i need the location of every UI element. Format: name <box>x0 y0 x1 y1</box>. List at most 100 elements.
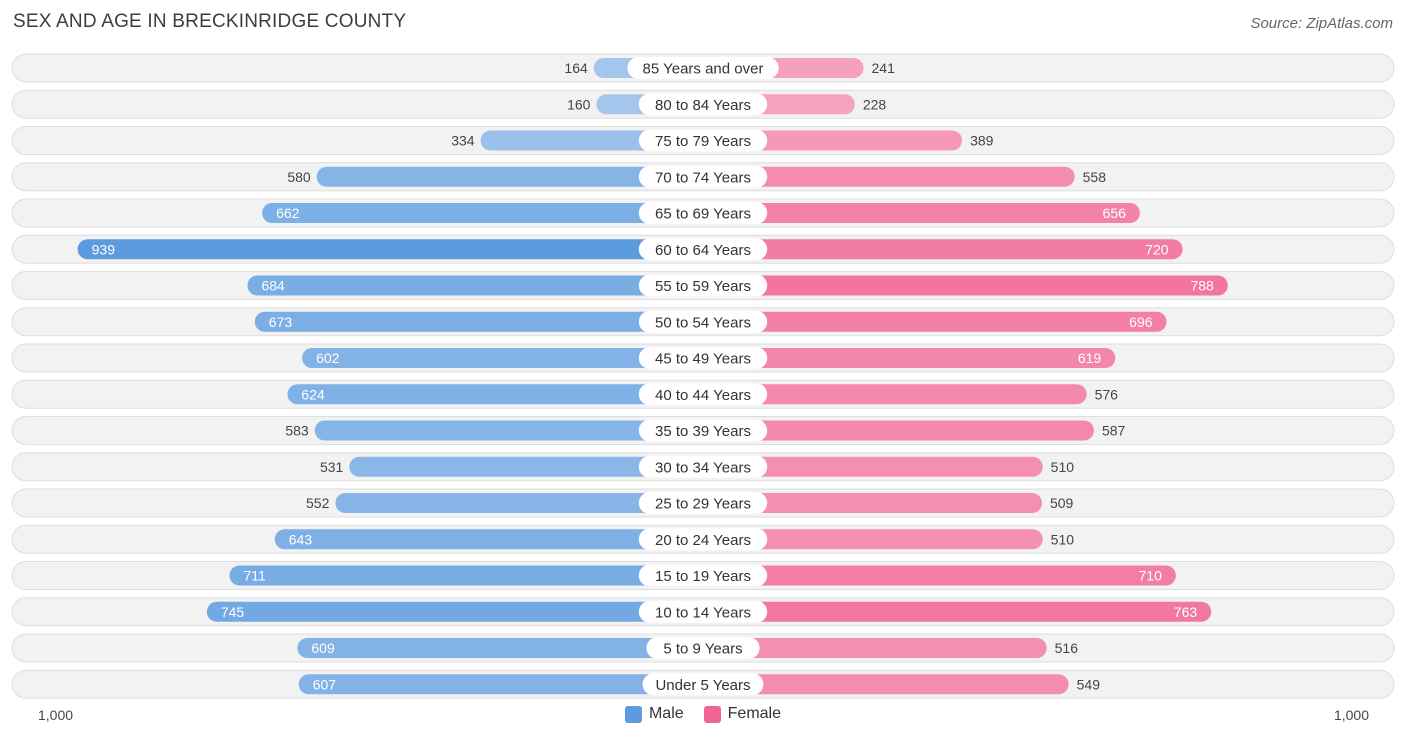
value-label-male: 160 <box>567 96 591 112</box>
bar-female[interactable] <box>703 638 1047 658</box>
category-label: 60 to 64 Years <box>655 242 751 259</box>
category-label-background <box>638 564 768 587</box>
chart-row: 55 to 59 Years 684 788 <box>11 271 1395 300</box>
category-label: 85 Years and over <box>643 61 764 78</box>
bar-male[interactable] <box>254 311 704 332</box>
value-label-male: 684 <box>261 278 285 294</box>
category-label: 35 to 39 Years <box>655 423 751 440</box>
category-label-background <box>638 528 768 551</box>
bar-female[interactable] <box>703 275 1228 296</box>
bar-male[interactable] <box>287 384 703 405</box>
bar-female[interactable] <box>703 493 1042 513</box>
value-label-female: 656 <box>1103 205 1127 221</box>
chart-row: Under 5 Years 607 549 <box>11 669 1395 699</box>
category-label-background <box>642 673 764 696</box>
legend: Male Female <box>0 705 1406 723</box>
category-label-background <box>638 492 768 514</box>
category-label-background <box>646 637 760 659</box>
value-label-female: 576 <box>1095 386 1119 402</box>
bar-female[interactable] <box>703 601 1212 622</box>
value-label-male: 624 <box>301 386 325 402</box>
category-label: 15 to 19 Years <box>655 568 751 585</box>
category-label: 75 to 79 Years <box>655 133 751 150</box>
chart-row: 35 to 39 Years 583 587 <box>11 416 1395 445</box>
bar-female[interactable] <box>703 529 1043 550</box>
chart-row: 85 Years and over 164 241 <box>11 53 1395 83</box>
value-label-male: 711 <box>243 568 266 584</box>
category-label-background <box>638 419 768 442</box>
chart-row: 60 to 64 Years 939 720 <box>11 234 1395 264</box>
axis-label-left: 1,000 <box>38 707 74 723</box>
bar-male[interactable] <box>229 565 703 586</box>
category-label: 80 to 84 Years <box>655 97 751 114</box>
chart-row: 30 to 34 Years 531 510 <box>11 452 1395 482</box>
bar-male[interactable] <box>206 601 703 622</box>
legend-item-male[interactable]: Male <box>624 705 684 723</box>
axis-label-right: 1,000 <box>1333 707 1369 723</box>
category-label-background <box>638 165 768 188</box>
bar-male[interactable] <box>247 275 703 296</box>
bar-female[interactable] <box>703 565 1176 586</box>
bar-female[interactable] <box>703 456 1043 477</box>
legend-item-female[interactable]: Female <box>703 705 781 723</box>
chart-row: 20 to 24 Years 643 510 <box>11 524 1395 554</box>
value-label-male: 552 <box>306 495 330 511</box>
category-label-background <box>638 93 768 116</box>
bar-male[interactable] <box>274 529 703 550</box>
value-label-female: 228 <box>863 96 887 112</box>
bar-male[interactable] <box>297 638 703 658</box>
bar-male[interactable] <box>349 456 703 477</box>
bar-male[interactable] <box>316 166 703 187</box>
chart-row: 50 to 54 Years 673 696 <box>11 307 1395 337</box>
value-label-female: 720 <box>1145 241 1169 257</box>
bar-male[interactable] <box>298 674 703 695</box>
category-label-background <box>638 238 768 261</box>
category-label: 55 to 59 Years <box>655 278 751 295</box>
bar-female[interactable] <box>703 130 963 151</box>
value-label-male: 609 <box>311 640 335 656</box>
bar-male[interactable] <box>302 348 703 368</box>
chart-row: 65 to 69 Years 662 656 <box>11 198 1395 228</box>
value-label-female: 389 <box>970 133 994 149</box>
value-label-female: 509 <box>1050 495 1074 511</box>
bar-female[interactable] <box>703 239 1183 260</box>
bar-female[interactable] <box>703 674 1069 695</box>
value-label-female: 619 <box>1078 350 1102 366</box>
bar-female[interactable] <box>703 420 1094 441</box>
chart-row: 5 to 9 Years 609 516 <box>11 633 1395 663</box>
value-label-male: 673 <box>269 314 293 330</box>
value-label-female: 696 <box>1129 314 1153 330</box>
category-label-background <box>638 455 768 478</box>
bar-female[interactable] <box>703 166 1075 187</box>
category-label-background <box>638 600 768 623</box>
value-label-female: 510 <box>1051 459 1075 475</box>
value-label-female: 788 <box>1190 278 1214 294</box>
chart-row: 80 to 84 Years 160 228 <box>11 89 1395 119</box>
value-label-female: 710 <box>1139 568 1163 584</box>
chart-row: 10 to 14 Years 745 763 <box>11 597 1395 627</box>
bar-male[interactable] <box>314 420 703 441</box>
category-label: 45 to 49 Years <box>655 351 751 368</box>
value-label-female: 241 <box>872 60 896 76</box>
chart-row: 70 to 74 Years 580 558 <box>11 162 1395 192</box>
value-label-male: 643 <box>289 531 313 547</box>
bar-male[interactable] <box>335 493 703 513</box>
bar-female[interactable] <box>703 384 1087 405</box>
category-label: 25 to 29 Years <box>655 496 751 513</box>
value-label-male: 334 <box>451 133 475 149</box>
value-label-female: 510 <box>1051 531 1075 547</box>
bar-female[interactable] <box>703 203 1140 223</box>
chart-title: SEX AND AGE IN BRECKINRIDGE COUNTY <box>13 11 407 32</box>
bar-female[interactable] <box>703 311 1167 332</box>
bar-male[interactable] <box>262 203 703 223</box>
legend-swatch-male <box>624 705 642 723</box>
category-label: 20 to 24 Years <box>655 532 751 549</box>
legend-swatch-female <box>703 705 721 723</box>
category-label: 30 to 34 Years <box>655 459 751 476</box>
category-label-background <box>638 310 768 333</box>
category-label-background <box>627 57 779 79</box>
bar-male[interactable] <box>77 239 704 260</box>
category-label: 40 to 44 Years <box>655 387 751 404</box>
population-pyramid-chart: 85 Years and over 164 241 80 to 84 Years 160… <box>11 53 1395 699</box>
bar-female[interactable] <box>703 348 1116 368</box>
